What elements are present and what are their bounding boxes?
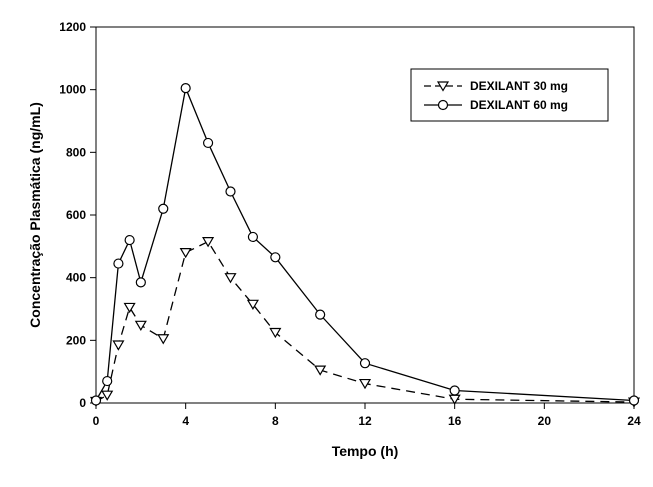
data-point-60mg bbox=[102, 375, 113, 387]
data-point-60mg bbox=[449, 385, 460, 396]
data-point-30mg bbox=[134, 320, 147, 331]
data-point-60mg bbox=[135, 277, 146, 288]
y-tick-label: 800 bbox=[66, 145, 86, 159]
legend: DEXILANT 30 mg DEXILANT 60 mg bbox=[410, 68, 609, 122]
x-axis: 0 4 8 12 16 20 24 bbox=[93, 403, 641, 428]
legend-box bbox=[410, 68, 609, 122]
data-point-30mg bbox=[246, 299, 259, 310]
data-point-30mg bbox=[358, 378, 372, 390]
x-tick-label: 24 bbox=[627, 414, 641, 428]
data-point-30mg bbox=[101, 390, 114, 401]
data-point-30mg bbox=[224, 273, 237, 284]
x-tick-label: 16 bbox=[448, 414, 462, 428]
series-line-30mg bbox=[95, 240, 635, 403]
x-tick-label: 8 bbox=[272, 414, 279, 428]
data-point-60mg bbox=[359, 358, 371, 369]
y-tick-label: 200 bbox=[66, 333, 86, 347]
data-point-30mg bbox=[157, 334, 170, 345]
y-tick-label: 0 bbox=[79, 396, 86, 410]
data-point-30mg bbox=[179, 248, 192, 259]
data-point-30mg bbox=[202, 237, 215, 248]
x-axis-title: Tempo (h) bbox=[332, 443, 399, 459]
series-layer bbox=[89, 82, 641, 408]
data-point-60mg bbox=[158, 203, 169, 214]
legend-label: DEXILANT 30 mg bbox=[470, 79, 568, 93]
x-tick-label: 0 bbox=[93, 414, 100, 428]
data-point-30mg bbox=[123, 302, 136, 314]
data-point-30mg bbox=[314, 365, 327, 376]
legend-marker bbox=[437, 99, 449, 111]
y-tick-label: 1000 bbox=[59, 83, 86, 97]
data-point-60mg bbox=[202, 137, 214, 149]
data-point-30mg bbox=[112, 340, 125, 351]
data-point-60mg bbox=[113, 258, 124, 269]
y-tick-label: 400 bbox=[66, 271, 86, 285]
data-point-60mg bbox=[270, 252, 281, 263]
data-point-60mg bbox=[180, 82, 191, 94]
series-line-60mg bbox=[95, 85, 635, 402]
data-point-60mg bbox=[124, 234, 135, 246]
y-tick-label: 1200 bbox=[59, 20, 86, 34]
x-tick-label: 12 bbox=[358, 414, 372, 428]
data-point-60mg bbox=[628, 395, 640, 406]
data-point-60mg bbox=[90, 395, 102, 406]
y-tick-label: 600 bbox=[66, 208, 86, 222]
y-axis-title: Concentração Plasmática (ng/mL) bbox=[27, 102, 43, 328]
x-tick-label: 20 bbox=[538, 414, 552, 428]
x-tick-label: 4 bbox=[182, 414, 189, 428]
legend-label: DEXILANT 60 mg bbox=[470, 98, 568, 112]
data-point-30mg bbox=[269, 327, 282, 339]
data-point-60mg bbox=[247, 231, 259, 243]
data-point-60mg bbox=[315, 309, 326, 320]
legend-marker bbox=[436, 81, 450, 92]
y-axis: 0 200 400 600 800 1000 1200 bbox=[59, 20, 96, 410]
data-point-60mg bbox=[225, 186, 236, 197]
